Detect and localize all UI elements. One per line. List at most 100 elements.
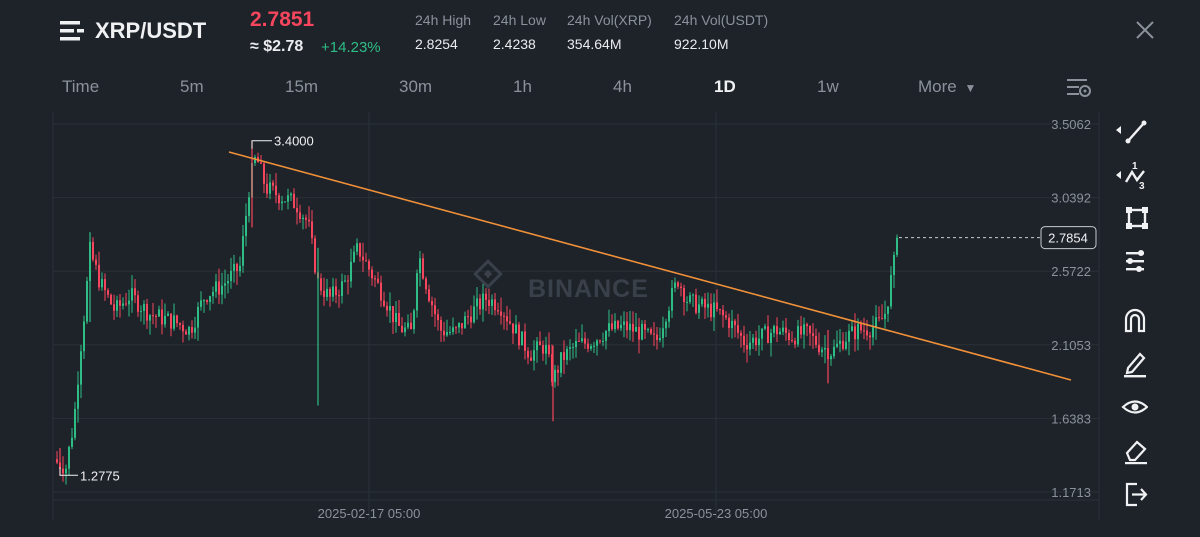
candle-body bbox=[371, 269, 373, 279]
candle-body bbox=[809, 326, 811, 334]
candle-body bbox=[593, 345, 595, 347]
candle-body bbox=[260, 162, 262, 164]
tab-15m[interactable]: 15m bbox=[285, 77, 319, 96]
pair-name[interactable]: XRP/USDT bbox=[95, 18, 207, 43]
candle-body bbox=[344, 280, 346, 282]
candle-body bbox=[857, 323, 859, 340]
candle-body bbox=[473, 306, 475, 323]
candle-body bbox=[254, 157, 256, 163]
change-percent: +14.23% bbox=[321, 39, 381, 56]
tab-4h[interactable]: 4h bbox=[613, 77, 632, 96]
candle-body bbox=[410, 322, 412, 330]
tab-more[interactable]: More ▼ bbox=[918, 77, 976, 97]
candle-body bbox=[320, 278, 322, 291]
candle-body bbox=[296, 208, 298, 213]
close-icon[interactable] bbox=[1133, 18, 1157, 42]
candle-body bbox=[758, 338, 760, 346]
candle-body bbox=[647, 329, 649, 331]
candle-body bbox=[776, 326, 778, 335]
candle-body bbox=[326, 288, 328, 297]
candle-body bbox=[557, 369, 559, 373]
candle-body bbox=[341, 281, 343, 297]
candle-body bbox=[314, 238, 316, 273]
candle-body bbox=[509, 321, 511, 324]
candle-body bbox=[830, 356, 832, 360]
candle-body bbox=[275, 185, 277, 196]
stat-24h-vol-xrp: 24h Vol(XRP) 354.64M bbox=[567, 12, 652, 52]
candle-body bbox=[335, 286, 337, 296]
candle-body bbox=[308, 219, 310, 222]
pencil-icon[interactable] bbox=[1112, 348, 1148, 378]
candle-body bbox=[113, 304, 115, 311]
candle-body bbox=[803, 324, 805, 335]
eraser-icon[interactable] bbox=[1112, 435, 1148, 465]
candle-body bbox=[263, 163, 265, 184]
shape-tool-icon[interactable] bbox=[1112, 203, 1148, 233]
tab-time[interactable]: Time bbox=[62, 77, 100, 96]
candle-body bbox=[311, 221, 313, 239]
trendline[interactable] bbox=[228, 151, 1072, 381]
candle-body bbox=[56, 459, 58, 463]
candle-body bbox=[110, 294, 112, 305]
tab-1w[interactable]: 1w bbox=[817, 77, 839, 96]
magnet-icon[interactable] bbox=[1112, 305, 1148, 335]
candle-body bbox=[200, 300, 202, 307]
candle-body bbox=[686, 302, 688, 304]
menu-icon[interactable] bbox=[60, 20, 86, 42]
candle-body bbox=[161, 309, 163, 325]
candle-body bbox=[854, 326, 856, 340]
candle-body bbox=[164, 315, 166, 325]
candle-body bbox=[650, 329, 652, 334]
tab-30m[interactable]: 30m bbox=[399, 77, 433, 96]
candle-body bbox=[434, 305, 436, 315]
candle-body bbox=[731, 320, 733, 329]
candle-body bbox=[782, 327, 784, 332]
x-tick-label: 2025-05-23 05:00 bbox=[665, 506, 768, 521]
candle-body bbox=[248, 197, 250, 216]
tab-1h[interactable]: 1h bbox=[513, 77, 532, 96]
candle-body bbox=[290, 193, 292, 196]
y-tick-label: 1.1713 bbox=[1051, 485, 1091, 500]
candle-body bbox=[839, 340, 841, 344]
candle-body bbox=[236, 263, 238, 272]
candle-body bbox=[188, 326, 190, 335]
candle-body bbox=[689, 295, 691, 303]
chart-settings-icon[interactable] bbox=[1066, 76, 1092, 98]
candle-body bbox=[395, 312, 397, 323]
axes: 3.5062 3.0392 2.5722 2.1053 1.6383 1.1713 2025… bbox=[318, 117, 1091, 521]
candle-body bbox=[743, 335, 745, 346]
indicator-tool-icon[interactable] bbox=[1112, 247, 1148, 277]
candle-body bbox=[176, 315, 178, 324]
candle-body bbox=[752, 337, 754, 343]
tab-1d[interactable]: 1D bbox=[714, 77, 736, 96]
candle-body bbox=[425, 278, 427, 290]
candle-body bbox=[284, 201, 286, 203]
candle-body bbox=[293, 193, 295, 209]
candle-body bbox=[359, 243, 361, 257]
y-tick-label: 2.5722 bbox=[1051, 264, 1091, 279]
candle-body bbox=[215, 281, 217, 292]
candle-body bbox=[389, 306, 391, 311]
candle-body bbox=[842, 340, 844, 349]
exit-icon[interactable] bbox=[1112, 479, 1148, 509]
candle-body bbox=[896, 237, 898, 255]
candle-body bbox=[77, 384, 79, 409]
candle-body bbox=[770, 332, 772, 343]
candle-body bbox=[347, 280, 349, 282]
tab-5m[interactable]: 5m bbox=[180, 77, 204, 96]
candle-body bbox=[482, 293, 484, 310]
candle-body bbox=[272, 182, 274, 186]
line-tool-icon[interactable] bbox=[1112, 115, 1148, 145]
candle-body bbox=[323, 290, 325, 297]
fib-tool-icon[interactable]: 1 3 bbox=[1112, 160, 1148, 190]
candle-body bbox=[635, 326, 637, 332]
svg-text:3: 3 bbox=[1139, 181, 1145, 190]
candle-body bbox=[542, 345, 544, 354]
stat-value: 2.8254 bbox=[415, 36, 458, 52]
candlestick-chart[interactable]: BINANCE 3.4000 1.2775 2.7854 3.5062 3.0392 2… bbox=[0, 104, 1110, 537]
candle-body bbox=[137, 295, 139, 312]
chart-area[interactable]: BINANCE 3.4000 1.2775 2.7854 3.5062 3.0392 2… bbox=[0, 104, 1110, 537]
candle-body bbox=[467, 316, 469, 318]
eye-icon[interactable] bbox=[1112, 392, 1148, 422]
candle-body bbox=[374, 278, 376, 280]
